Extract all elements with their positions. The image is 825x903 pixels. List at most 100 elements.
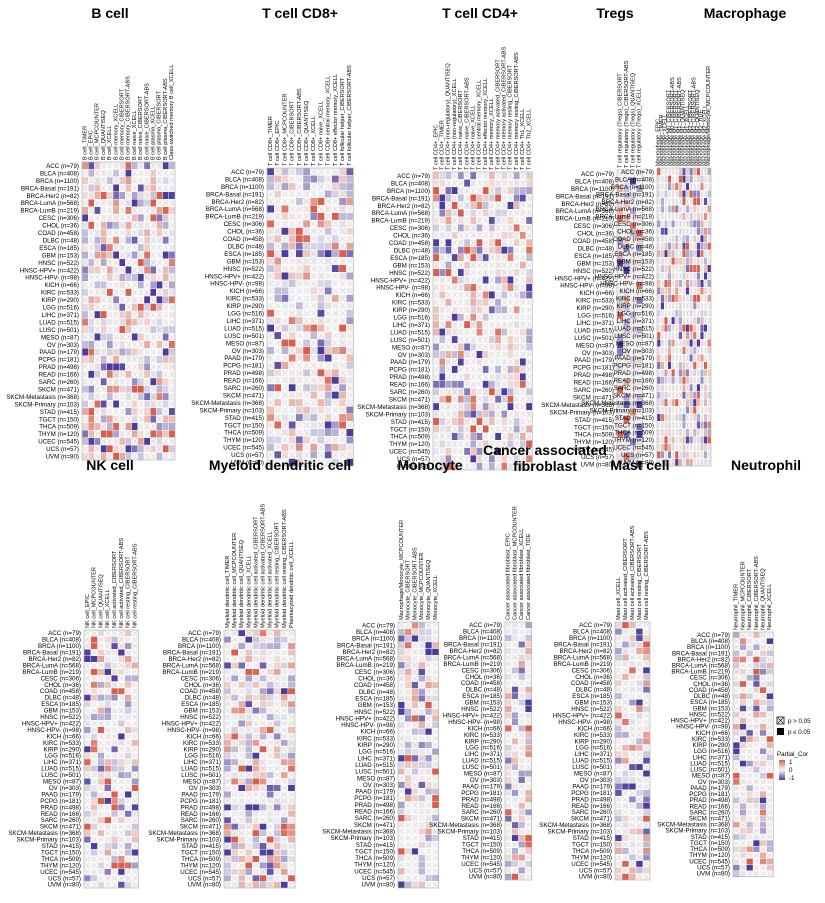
heatmap-cell — [156, 377, 163, 386]
heatmap-cell — [678, 428, 683, 437]
heatmap-cell — [432, 268, 440, 277]
heatmap-cell — [110, 791, 119, 798]
heatmap-cell — [118, 348, 126, 356]
heatmap-cell — [143, 370, 151, 379]
row-label: PRAD (n=498) — [39, 364, 79, 371]
heatmap-cell — [476, 417, 483, 426]
column-label: T cell CD8+_QUANTISEQ — [304, 100, 310, 166]
heatmap-cell — [143, 340, 151, 349]
heatmap-cell — [494, 186, 502, 195]
row-label: SKCM-Metastasis (n=368) — [357, 404, 430, 411]
heatmap-cell — [667, 361, 672, 370]
ns-cross-mark — [89, 274, 94, 281]
heatmap-cell — [310, 205, 318, 213]
ns-cross-mark — [163, 200, 168, 206]
heatmap-cell — [317, 436, 325, 444]
ns-cross-mark — [132, 185, 137, 191]
heatmap-cell — [310, 197, 318, 206]
heatmap-cell — [266, 264, 275, 273]
heatmap-cell — [707, 242, 712, 251]
heatmap-cell — [501, 291, 508, 299]
heatmap-cell — [295, 436, 304, 444]
heatmap-cell — [131, 849, 139, 856]
row-label: BRCA-LumB (n=219) — [205, 214, 264, 221]
ns-cross-mark — [120, 222, 125, 229]
heatmap-cell — [696, 413, 701, 422]
heatmap-cell — [470, 425, 477, 433]
heatmap-cell — [476, 320, 483, 329]
ns-cross-mark — [82, 416, 88, 422]
heatmap-cell — [671, 205, 676, 213]
row-label: KICH (n=66) — [579, 290, 614, 297]
heatmap-cell — [525, 268, 533, 277]
heatmap-cell — [470, 194, 477, 203]
row-label: HNSC (n=522) — [38, 260, 79, 267]
heatmap-cell — [707, 264, 712, 273]
heatmap-cell — [125, 206, 132, 215]
heatmap-cell — [317, 354, 325, 362]
heatmap-cell — [117, 720, 126, 727]
row-label: PRAD (n=498) — [574, 372, 614, 379]
ns-cross-mark — [138, 319, 144, 326]
ns-cross-mark — [107, 311, 113, 318]
heatmap-cell — [124, 642, 132, 650]
row-label: GBM (n=153) — [42, 252, 79, 259]
heatmap-cell — [667, 205, 672, 213]
ns-cross-mark — [138, 229, 144, 236]
heatmap-cell — [685, 406, 690, 415]
heatmap-cell — [317, 212, 325, 221]
heatmap-cell — [507, 216, 514, 225]
heatmap-cell — [87, 295, 95, 304]
heatmap-cell — [149, 281, 157, 289]
heatmap-cell — [310, 212, 318, 221]
heatmap-cell — [288, 279, 297, 288]
row-label: GBM (n=153) — [227, 258, 264, 265]
heatmap-cell — [162, 430, 170, 438]
heatmap-cell — [131, 739, 139, 747]
heatmap-cell — [317, 175, 325, 184]
column-label: B cell_MCPCOUNTER — [95, 103, 101, 160]
panel-title: T cell CD4+ — [442, 5, 518, 21]
ns-cross-mark — [132, 408, 137, 415]
ns-cross-mark — [126, 378, 131, 385]
heatmap-cell — [106, 243, 114, 252]
panel-t-cell-cd4-: T cell CD4+T cell CD4+_EPIC T cell CD4+_T… — [357, 5, 533, 471]
heatmap-cell — [457, 253, 465, 262]
row-label: UCEC (n=545) — [613, 445, 654, 452]
row-label: COAD (n=458) — [223, 236, 264, 243]
heatmap-cell — [501, 410, 508, 419]
heatmap-cell — [682, 175, 687, 184]
heatmap-cell — [331, 182, 340, 191]
heatmap-cell — [83, 778, 92, 785]
heatmap-cell — [81, 430, 89, 438]
heatmap-cell — [501, 276, 508, 284]
heatmap-cell — [501, 417, 508, 426]
ns-cross-mark — [89, 334, 94, 340]
heatmap-cell — [457, 380, 465, 389]
row-label: SKCM (n=471) — [223, 392, 264, 399]
ns-cross-mark — [120, 416, 125, 422]
ns-cross-mark — [89, 304, 94, 311]
heatmap-cell — [700, 249, 705, 258]
heatmap-cell — [660, 324, 665, 333]
heatmap-cell — [112, 191, 120, 200]
row-label: COAD (n=458) — [389, 240, 430, 247]
heatmap-cell — [274, 421, 282, 429]
heatmap-cell — [317, 197, 325, 206]
heatmap-cell — [295, 443, 304, 452]
heatmap-cell — [664, 294, 669, 303]
column-label: NK cell activated_CIBERSORT-ABS — [119, 538, 125, 628]
ns-cross-mark — [169, 401, 175, 407]
heatmap-cell — [451, 365, 459, 374]
heatmap-cell — [513, 186, 520, 195]
ns-cross-mark — [138, 401, 144, 407]
heatmap-cell — [97, 758, 105, 766]
ns-cross-mark — [163, 267, 168, 273]
heatmap-cell — [494, 395, 502, 404]
row-label: HNSC-HPV- (n=98) — [210, 281, 264, 288]
column-label: T cell CD4+_EPIC — [433, 125, 439, 170]
ns-cross-mark — [138, 244, 144, 251]
heatmap-cell — [664, 376, 669, 385]
ns-cross-mark — [169, 371, 175, 378]
heatmap-cell — [507, 395, 514, 404]
